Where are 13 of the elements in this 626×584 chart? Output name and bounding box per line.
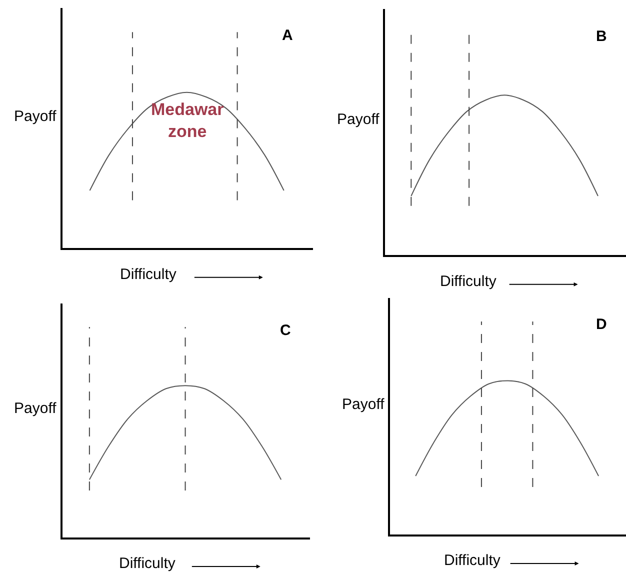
- x-axis-title: Difficulty: [120, 266, 177, 283]
- chart-title: D: [596, 316, 607, 333]
- y-axis-title: Payoff: [14, 400, 58, 417]
- y-axis-title: Payoff: [342, 396, 386, 413]
- x-axis-title: Difficulty: [444, 552, 501, 569]
- chart-title: A: [282, 27, 293, 44]
- x-axis-title: Difficulty: [119, 555, 176, 572]
- annotation: Medawar zone: [151, 100, 224, 142]
- x-axis-title: Difficulty: [440, 273, 497, 290]
- y-axis-title: Payoff: [337, 111, 380, 128]
- chart-title: C: [280, 322, 291, 339]
- y-axis-title: Payoff: [14, 108, 58, 125]
- chart-title: B: [596, 28, 607, 45]
